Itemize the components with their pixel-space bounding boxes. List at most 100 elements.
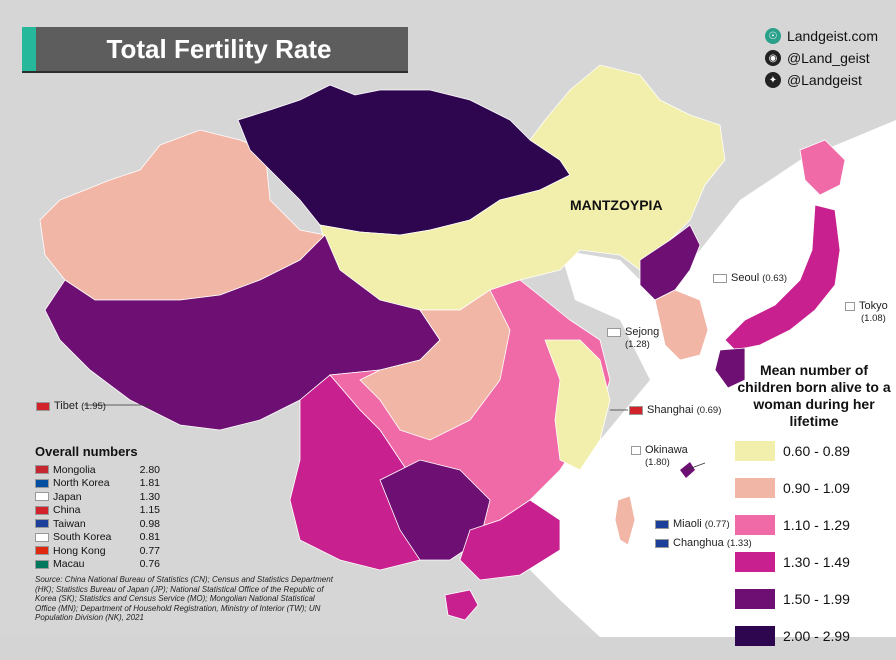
callout-tokyo: Tokyo (1.08) <box>845 300 888 325</box>
region-hainan <box>444 589 479 621</box>
region-sichuan <box>359 289 511 441</box>
callout-shanghai: Shanghai (0.69) <box>629 404 721 416</box>
callout-tibet: Tibet (1.95) <box>36 400 106 412</box>
china-flag-icon <box>36 401 50 411</box>
overall-value: 2.80 <box>139 463 160 476</box>
mongolia-flag-icon <box>35 465 49 475</box>
callout-value: (1.95) <box>81 401 106 412</box>
overall-value: 1.15 <box>139 504 160 517</box>
website-link[interactable]: ☉ Landgeist.com <box>764 25 878 47</box>
legend-item: 2.00 - 2.99 <box>735 623 893 649</box>
japan-flag-icon <box>631 445 641 455</box>
overall-name: Macau <box>53 558 85 571</box>
legend: Mean number of children born alive to a … <box>735 362 893 660</box>
instagram-label: @Land_geist <box>786 50 870 66</box>
callout-seoul: Seoul (0.63) <box>713 272 787 284</box>
region-taiwan <box>614 495 636 546</box>
callout-name: Miaoli <box>673 518 702 530</box>
legend-swatch <box>735 478 775 498</box>
callout-name: Tokyo <box>859 300 888 312</box>
twitter-label: @Landgeist <box>786 72 862 88</box>
instagram-icon: ◉ <box>764 50 781 66</box>
callout-value: (1.33) <box>726 538 752 549</box>
legend-item: 0.90 - 1.09 <box>735 475 893 501</box>
callout-value: (1.80) <box>645 457 670 468</box>
source-note: Source: China National Bureau of Statist… <box>35 575 333 622</box>
region-south-korea <box>654 289 709 361</box>
region-north-korea <box>639 224 701 301</box>
legend-title: Mean number of children born alive to a … <box>737 362 891 429</box>
overall-row: Hong Kong 0.77 <box>35 544 160 558</box>
japan-flag-icon <box>35 492 49 502</box>
taiwan-flag-icon <box>655 519 669 529</box>
overall-name: North Korea <box>53 477 110 490</box>
twitter-icon: ✦ <box>764 72 781 88</box>
overall-name: South Korea <box>53 531 112 544</box>
region-guangdong <box>459 499 561 581</box>
legend-swatch <box>735 626 775 646</box>
taiwan-flag-icon <box>655 538 669 548</box>
region-japan-kyushu <box>714 347 746 389</box>
north-korea-flag-icon <box>35 478 49 488</box>
legend-swatch <box>735 515 775 535</box>
callout-okinawa: Okinawa (1.80) <box>631 444 688 469</box>
overall-name: Mongolia <box>53 463 96 476</box>
callout-value: (0.63) <box>762 273 788 284</box>
overall-value: 0.81 <box>139 531 160 544</box>
overall-value: 1.30 <box>139 490 160 503</box>
overall-name: Hong Kong <box>53 544 106 557</box>
overall-row: China 1.15 <box>35 504 160 518</box>
region-japan-hokkaido <box>799 139 846 196</box>
japan-flag-icon <box>845 301 855 311</box>
overall-numbers: Overall numbers Mongolia 2.80 North Korea… <box>35 444 160 571</box>
overall-value: 1.81 <box>139 477 160 490</box>
title-accent <box>22 27 36 71</box>
overall-row: South Korea 0.81 <box>35 531 160 545</box>
overall-row: Mongolia 2.80 <box>35 463 160 477</box>
legend-label: 1.30 - 1.49 <box>783 554 850 570</box>
mantzoypia-label: MANTZOYPIA <box>570 197 663 213</box>
legend-label: 2.00 - 2.99 <box>783 628 850 644</box>
title-banner: Total Fertility Rate <box>22 27 408 71</box>
legend-label: 1.50 - 1.99 <box>783 591 850 607</box>
sea <box>500 120 896 637</box>
china-flag-icon <box>629 405 643 415</box>
website-label: Landgeist.com <box>786 28 878 44</box>
callout-name: Shanghai <box>647 404 694 416</box>
china-flag-icon <box>35 505 49 515</box>
legend-label: 0.90 - 1.09 <box>783 480 850 496</box>
callout-value: (0.77) <box>704 519 730 530</box>
callout-value: (1.08) <box>861 313 886 324</box>
legend-label: 1.10 - 1.29 <box>783 517 850 533</box>
callout-sejong: Sejong (1.28) <box>607 326 659 351</box>
south-korea-flag-icon <box>713 273 727 283</box>
legend-item: 1.30 - 1.49 <box>735 549 893 575</box>
callout-name: Sejong <box>625 326 660 338</box>
twitter-link[interactable]: ✦ @Landgeist <box>764 69 878 91</box>
legend-item: 1.50 - 1.99 <box>735 586 893 612</box>
legend-swatch <box>735 552 775 572</box>
callout-name: Okinawa <box>645 444 688 456</box>
callout-changhua: Changhua (1.33) <box>655 537 752 549</box>
callout-miaoli: Miaoli (0.77) <box>655 518 730 530</box>
hong-kong-flag-icon <box>35 546 49 556</box>
callout-name: Seoul <box>731 272 760 284</box>
callout-value: (1.28) <box>625 339 650 350</box>
south-korea-flag-icon <box>607 327 621 337</box>
region-japan-honshu <box>724 204 841 351</box>
taiwan-flag-icon <box>35 519 49 529</box>
instagram-link[interactable]: ◉ @Land_geist <box>764 47 878 69</box>
callout-name: Tibet <box>54 400 79 412</box>
overall-value: 0.77 <box>139 544 160 557</box>
overall-name: Japan <box>53 490 82 503</box>
callout-name: Changhua <box>673 537 724 549</box>
overall-value: 0.76 <box>139 558 160 571</box>
overall-row: Macau 0.76 <box>35 558 160 572</box>
legend-swatch <box>735 589 775 609</box>
overall-name: China <box>53 504 81 517</box>
globe-icon: ☉ <box>764 28 781 44</box>
overall-row: Taiwan 0.98 <box>35 517 160 531</box>
legend-item: 0.60 - 0.89 <box>735 438 893 464</box>
south-korea-flag-icon <box>35 532 49 542</box>
legend-label: 0.60 - 0.89 <box>783 443 850 459</box>
